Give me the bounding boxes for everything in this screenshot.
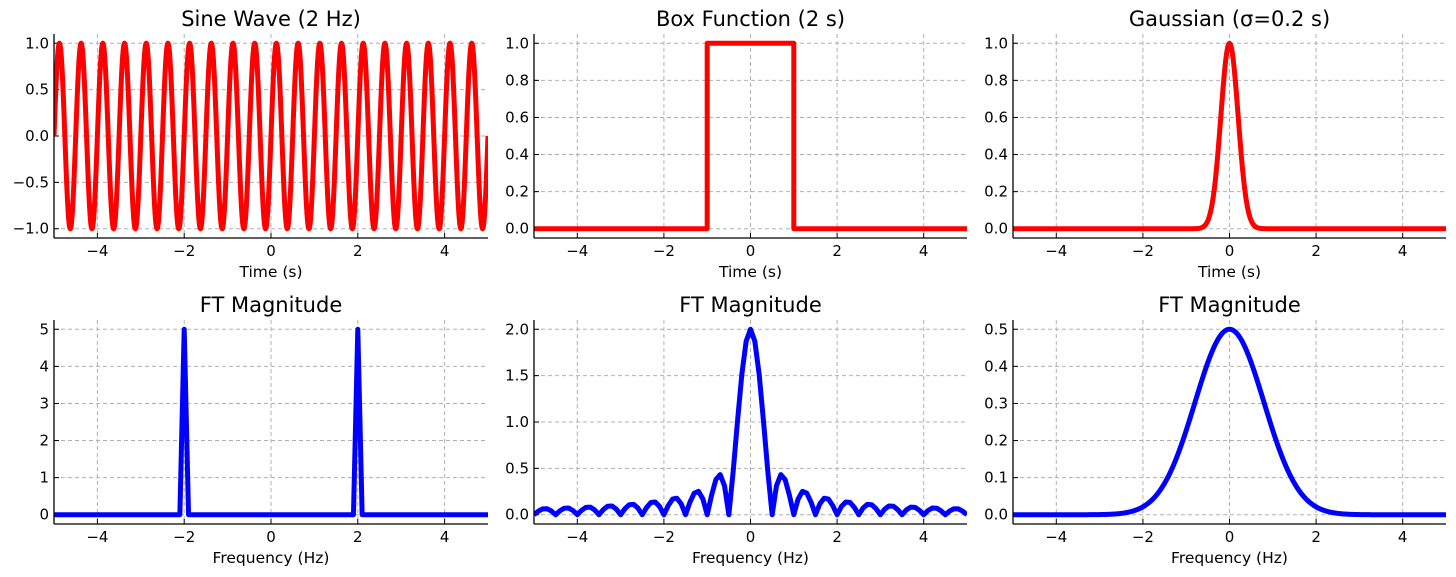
series-line (534, 40, 967, 232)
panel-title: Box Function (2 s) (656, 7, 845, 31)
x-tick-label: 0 (1225, 528, 1235, 546)
x-tick-label: −2 (173, 242, 195, 260)
x-tick-label: 0 (266, 528, 276, 546)
panel-title: FT Magnitude (679, 293, 821, 317)
panel-1: −4 −2 0 2 4 −1.0 −0.5 0.0 0.5 1.0 Sine Wave (2 Hz)… (13, 7, 488, 281)
x-tick-label: 4 (1398, 242, 1408, 260)
y-tick-label: 1 (39, 469, 49, 487)
y-tick-label: 2 (39, 432, 49, 450)
x-tick-label: −4 (86, 242, 108, 260)
y-tick-label: 0.2 (505, 183, 529, 201)
panel-title: FT Magnitude (1158, 293, 1300, 317)
x-tick-label: −2 (1132, 242, 1154, 260)
panel-3: −4 −2 0 2 4 0.0 0.2 0.4 0.6 0.8 1.0 Gaussian (σ=0.2… (984, 7, 1446, 281)
y-tick-label: 1.0 (505, 413, 529, 431)
y-tick-label: 0.5 (25, 81, 49, 99)
x-tick-label: 4 (919, 528, 929, 546)
x-tick-label: 0 (1225, 242, 1235, 260)
x-axis-label: Time (s) (238, 263, 302, 281)
series-line (54, 40, 488, 232)
x-tick-label: 4 (1398, 528, 1408, 546)
x-tick-label: −2 (653, 528, 675, 546)
x-axis-label: Time (s) (718, 263, 782, 281)
x-tick-label: 2 (353, 528, 363, 546)
y-tick-label: −0.5 (13, 173, 49, 191)
y-tick-label: 0.0 (984, 506, 1008, 524)
y-tick-label: 0.6 (505, 108, 529, 126)
x-tick-label: 2 (1311, 242, 1321, 260)
y-tick-label: 5 (39, 320, 49, 338)
y-tick-label: 1.0 (505, 34, 529, 52)
y-tick-label: −1.0 (13, 220, 49, 238)
x-tick-label: 2 (832, 242, 842, 260)
y-tick-label: 0.8 (984, 71, 1008, 89)
x-tick-label: 4 (440, 242, 450, 260)
panel-2: −4 −2 0 2 4 0.0 0.2 0.4 0.6 0.8 1.0 Box Function (2… (505, 7, 967, 281)
x-tick-label: 0 (266, 242, 276, 260)
x-tick-label: −4 (566, 528, 588, 546)
y-tick-label: 0.4 (984, 146, 1008, 164)
y-tick-label: 1.0 (25, 34, 49, 52)
x-tick-label: −2 (173, 528, 195, 546)
series-line (534, 326, 967, 518)
x-axis-label: Frequency (Hz) (213, 549, 330, 567)
y-tick-label: 0.0 (984, 220, 1008, 238)
y-tick-label: 0.0 (25, 127, 49, 145)
panel-title: FT Magnitude (200, 293, 342, 317)
y-tick-label: 0.6 (984, 108, 1008, 126)
y-tick-label: 0.5 (984, 320, 1008, 338)
x-tick-label: 2 (832, 528, 842, 546)
y-tick-label: 3 (39, 394, 49, 412)
x-tick-label: −4 (86, 528, 108, 546)
x-tick-label: 0 (746, 242, 756, 260)
series-line (54, 326, 488, 518)
x-axis-label: Frequency (Hz) (692, 549, 809, 567)
x-tick-label: 2 (353, 242, 363, 260)
y-tick-label: 0.4 (505, 146, 529, 164)
y-tick-label: 0.3 (984, 394, 1008, 412)
x-tick-label: −2 (1132, 528, 1154, 546)
panel-6: −4 −2 0 2 4 0.0 0.1 0.2 0.3 0.4 0.5 FT Magnitude Fre… (984, 293, 1446, 567)
panel-4: −4 −2 0 2 4 0 1 2 3 4 5 FT Magnitude Frequency (Hz) (39, 293, 488, 567)
y-tick-label: 0 (39, 506, 49, 524)
y-tick-label: 4 (39, 357, 49, 375)
panel-title: Gaussian (σ=0.2 s) (1129, 7, 1330, 31)
y-tick-label: 0.0 (505, 506, 529, 524)
y-tick-label: 0.0 (505, 220, 529, 238)
x-tick-label: 4 (440, 528, 450, 546)
x-tick-label: 4 (919, 242, 929, 260)
y-tick-label: 2.0 (505, 320, 529, 338)
x-tick-label: 0 (746, 528, 756, 546)
y-tick-label: 1.0 (984, 34, 1008, 52)
x-tick-label: −4 (1045, 242, 1067, 260)
x-tick-label: −2 (653, 242, 675, 260)
y-tick-label: 0.2 (984, 432, 1008, 450)
y-tick-label: 0.4 (984, 357, 1008, 375)
panel-title: Sine Wave (2 Hz) (181, 7, 361, 31)
series-line (1013, 40, 1446, 232)
series-line (1013, 326, 1446, 518)
y-tick-label: 1.5 (505, 367, 529, 385)
panel-5: −4 −2 0 2 4 0.0 0.5 1.0 1.5 2.0 FT Magnitude Freque… (505, 293, 967, 567)
x-axis-label: Time (s) (1197, 263, 1261, 281)
y-tick-label: 0.8 (505, 71, 529, 89)
x-tick-label: −4 (566, 242, 588, 260)
y-tick-label: 0.5 (505, 459, 529, 477)
y-tick-label: 0.2 (984, 183, 1008, 201)
x-tick-label: 2 (1311, 528, 1321, 546)
x-tick-label: −4 (1045, 528, 1067, 546)
y-tick-label: 0.1 (984, 469, 1008, 487)
x-axis-label: Frequency (Hz) (1171, 549, 1288, 567)
